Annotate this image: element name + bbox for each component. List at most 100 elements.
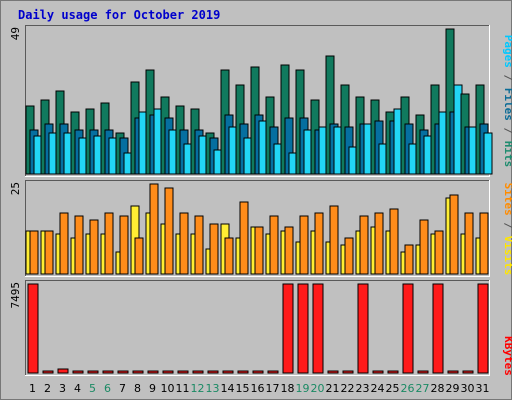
x-label-day-28: 28: [431, 382, 445, 395]
x-label-day-22: 22: [341, 382, 355, 395]
legend-part: Visits: [502, 236, 512, 276]
x-label-day-14: 14: [221, 382, 235, 395]
chart-title: Daily usage for October 2019: [18, 8, 220, 22]
x-label-day-19: 19: [296, 382, 310, 395]
bar-kbytes-day-16: [252, 370, 264, 374]
legend-part: Hits: [502, 141, 512, 168]
bar-kbytes-day-10: [162, 370, 174, 374]
x-label-day-5: 5: [89, 382, 96, 395]
bar-sites-day-31: [479, 212, 489, 275]
x-label-day-11: 11: [176, 382, 190, 395]
bar-sites-day-18: [284, 226, 294, 275]
x-label-day-26: 26: [401, 382, 415, 395]
bar-sites-day-1: [29, 230, 39, 275]
bar-sites-day-2: [44, 230, 54, 275]
bar-sites-day-10: [164, 187, 174, 275]
bar-sites-day-20: [314, 212, 324, 275]
x-label-day-7: 7: [119, 382, 126, 395]
bar-sites-day-25: [389, 208, 399, 275]
bar-kbytes-day-23: [357, 283, 369, 374]
bar-sites-day-4: [74, 215, 84, 275]
bar-sites-day-26: [404, 244, 414, 275]
panel-plot-area: [25, 280, 490, 376]
bar-sites-day-28: [434, 230, 444, 275]
bar-sites-day-13: [209, 223, 219, 275]
panel-sites-visits: 25 Sites / Visits: [9, 180, 512, 277]
bar-kbytes-day-25: [387, 370, 399, 374]
x-label-day-2: 2: [44, 382, 51, 395]
bar-kbytes-day-19: [297, 283, 309, 374]
panel-legend-label: KBytes: [502, 336, 512, 376]
bar-sites-day-3: [59, 212, 69, 275]
x-label-day-4: 4: [74, 382, 81, 395]
x-label-day-27: 27: [416, 382, 430, 395]
bar-kbytes-day-27: [417, 370, 429, 374]
bar-kbytes-day-13: [207, 370, 219, 374]
bar-sites-day-8: [134, 237, 144, 275]
legend-part: /: [502, 68, 512, 88]
bar-kbytes-day-31: [477, 283, 489, 374]
bar-kbytes-day-29: [447, 370, 459, 374]
x-label-day-17: 17: [266, 382, 280, 395]
bar-kbytes-day-30: [462, 370, 474, 374]
x-label-day-16: 16: [251, 382, 265, 395]
bar-kbytes-day-6: [102, 370, 114, 374]
bar-sites-day-29: [449, 194, 459, 275]
bar-kbytes-day-3: [57, 368, 69, 374]
bar-kbytes-day-22: [342, 370, 354, 374]
bar-sites-day-16: [254, 226, 264, 275]
x-label-day-25: 25: [386, 382, 400, 395]
x-label-day-24: 24: [371, 382, 385, 395]
bar-sites-day-7: [119, 215, 129, 275]
x-axis-labels: 1 2 3 4 5 6 7 8 9 10 11 12 13 14 15 16 17 18 19 20 21 22 23 24 2…: [29, 382, 490, 395]
bar-kbytes-day-2: [42, 370, 54, 374]
bar-sites-day-19: [299, 215, 309, 275]
bar-sites-day-23: [359, 215, 369, 275]
bar-kbytes-day-15: [237, 370, 249, 374]
bar-kbytes-day-28: [432, 283, 444, 374]
bar-sites-day-15: [239, 201, 249, 275]
bar-sites-day-21: [329, 205, 339, 275]
bar-kbytes-day-12: [192, 370, 204, 374]
x-label-day-20: 20: [311, 382, 325, 395]
bar-sites-day-17: [269, 215, 279, 275]
x-label-day-29: 29: [446, 382, 460, 395]
x-label-day-12: 12: [191, 382, 205, 395]
bar-kbytes-day-8: [132, 370, 144, 374]
panel-hits-files-pages: 49 Pages / Files / Hits: [9, 25, 512, 177]
bar-kbytes-day-1: [27, 283, 39, 374]
bar-kbytes-day-5: [87, 370, 99, 374]
legend-part: Pages: [502, 35, 512, 68]
panel-kbytes: 7495 KBytes: [9, 280, 512, 376]
bar-kbytes-day-9: [147, 370, 159, 374]
bar-kbytes-day-21: [327, 370, 339, 374]
x-label-day-3: 3: [59, 382, 66, 395]
bar-sites-day-22: [344, 237, 354, 275]
bar-sites-day-14: [224, 237, 234, 275]
bar-sites-day-5: [89, 219, 99, 275]
x-label-day-1: 1: [29, 382, 36, 395]
bar-kbytes-day-26: [402, 283, 414, 374]
bar-kbytes-day-14: [222, 370, 234, 374]
panel-scale-max-label: 7495: [9, 282, 22, 309]
x-label-day-10: 10: [161, 382, 175, 395]
bar-kbytes-day-7: [117, 370, 129, 374]
panel-scale-max-label: 49: [9, 27, 22, 40]
bar-sites-day-6: [104, 212, 114, 275]
bar-kbytes-day-17: [267, 370, 279, 374]
legend-part: /: [502, 216, 512, 236]
bar-sites-day-11: [179, 212, 189, 275]
x-label-day-18: 18: [281, 382, 295, 395]
bar-kbytes-day-11: [177, 370, 189, 374]
x-label-day-15: 15: [236, 382, 250, 395]
legend-part: Files: [502, 88, 512, 121]
chart-panels: 49 Pages / Files / Hits 25 Sites / Visits 74…: [9, 25, 512, 376]
bar-kbytes-day-18: [282, 283, 294, 374]
legend-part: Sites: [502, 183, 512, 216]
bar-sites-day-9: [149, 183, 159, 275]
x-label-day-30: 30: [461, 382, 475, 395]
bar-sites-day-27: [419, 219, 429, 275]
bar-sites-day-12: [194, 215, 204, 275]
